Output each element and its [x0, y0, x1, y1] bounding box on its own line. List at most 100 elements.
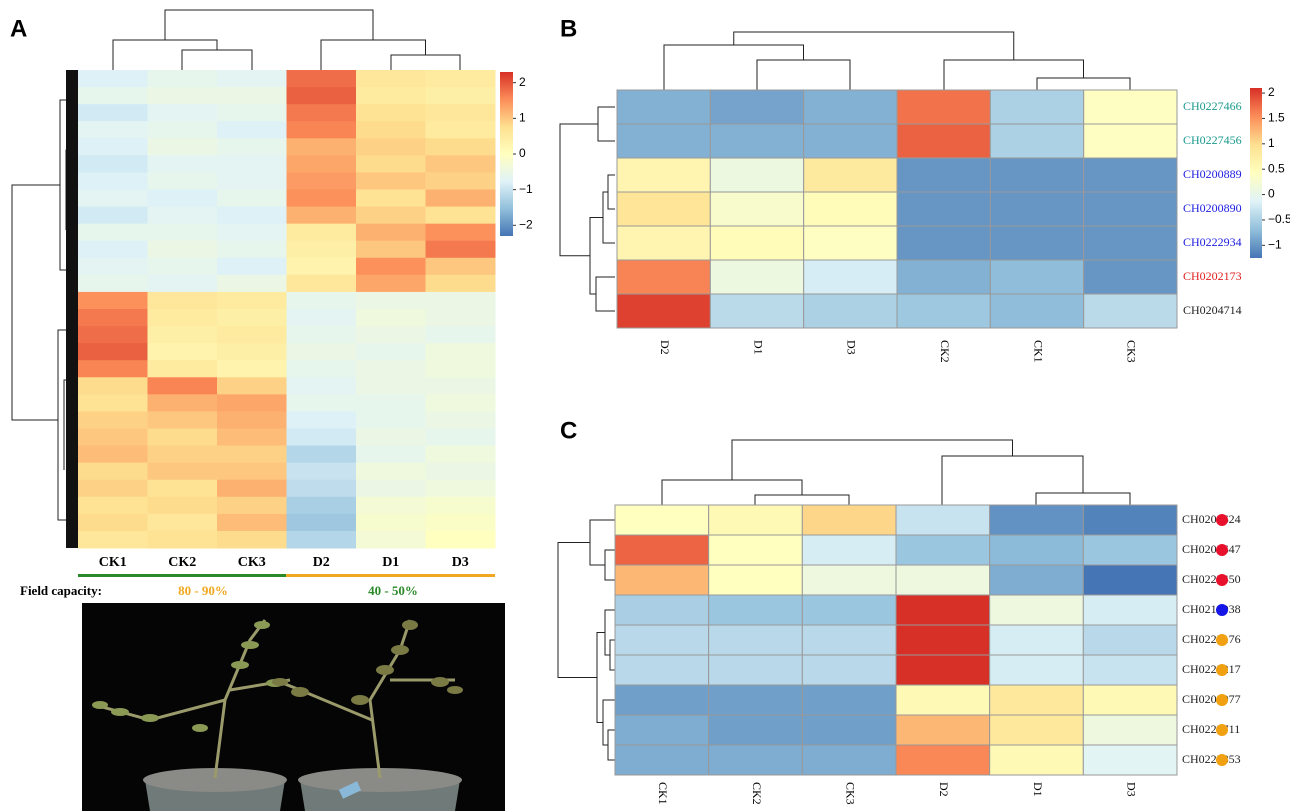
heat-cell	[148, 480, 218, 498]
heat-cell	[897, 260, 990, 294]
heat-cell	[287, 429, 357, 447]
figure: Field capacity: 80 - 90% 40 - 50% A B C …	[0, 0, 1290, 811]
heat-cell	[802, 505, 896, 535]
row-label: CH0225176	[1182, 632, 1241, 646]
heat-cell	[1084, 90, 1177, 124]
heat-cell	[804, 90, 897, 124]
row-label: CH0200889	[1183, 167, 1242, 181]
heat-cell	[217, 258, 287, 276]
heat-cell	[617, 158, 710, 192]
row-label: CH0222711	[1182, 722, 1240, 736]
heat-cell	[287, 258, 357, 276]
heat-cell	[617, 192, 710, 226]
heat-cell	[426, 190, 496, 208]
heat-cell	[804, 294, 897, 328]
heat-cell	[617, 260, 710, 294]
heat-cell	[615, 595, 709, 625]
heat-cell	[356, 155, 426, 173]
heat-cell	[426, 224, 496, 242]
heat-cell	[148, 87, 218, 105]
row-marker	[1216, 514, 1228, 526]
heat-cell	[78, 258, 148, 276]
heat-cell	[217, 394, 287, 412]
heat-cell	[356, 104, 426, 122]
heat-cell	[78, 531, 148, 549]
heat-cell	[615, 625, 709, 655]
heat-cell	[897, 124, 990, 158]
heat-cell	[217, 87, 287, 105]
colorbar-tick-label: 0.5	[1268, 161, 1285, 175]
heat-cell	[217, 104, 287, 122]
heat-cell	[78, 138, 148, 156]
heat-cell	[356, 446, 426, 464]
dense-leaves	[66, 70, 78, 548]
heat-cell	[802, 685, 896, 715]
heat-cell	[148, 394, 218, 412]
control-capacity: 80 - 90%	[178, 583, 228, 598]
colorbar-tick-label: 2	[1268, 85, 1275, 99]
heat-cell	[426, 309, 496, 327]
heat-cell	[990, 625, 1084, 655]
heat-cell	[217, 121, 287, 139]
heat-cell	[148, 497, 218, 515]
heat-cell	[804, 226, 897, 260]
heat-cell	[148, 463, 218, 481]
heat-cell	[217, 70, 287, 88]
heat-cell	[287, 446, 357, 464]
heat-cell	[617, 124, 710, 158]
heat-cell	[78, 121, 148, 139]
heat-cell	[617, 226, 710, 260]
colorbar-tick-label: −1	[1268, 237, 1282, 251]
heat-cell	[990, 260, 1083, 294]
heat-cell	[615, 565, 709, 595]
heat-cell	[710, 192, 803, 226]
heat-cell	[356, 172, 426, 190]
row-label: CH0225217	[1182, 662, 1241, 676]
heat-cell	[990, 595, 1084, 625]
row-label: CH0204714	[1183, 303, 1242, 317]
heat-cell	[615, 655, 709, 685]
column-label: D3	[1124, 782, 1138, 797]
heat-cell	[287, 377, 357, 395]
heat-cell	[896, 565, 990, 595]
heat-cell	[287, 394, 357, 412]
row-label: CH0216938	[1182, 602, 1241, 616]
heat-cell	[426, 155, 496, 173]
heat-cell	[287, 360, 357, 378]
heat-cell	[990, 655, 1084, 685]
heat-cell	[78, 104, 148, 122]
heat-cell	[356, 326, 426, 344]
heat-cell	[426, 121, 496, 139]
heat-cell	[148, 360, 218, 378]
heat-cell	[78, 172, 148, 190]
heat-cell	[148, 514, 218, 532]
heat-cell	[896, 595, 990, 625]
heat-cell	[426, 497, 496, 515]
heat-cell	[287, 275, 357, 293]
heat-cell	[217, 480, 287, 498]
heat-cell	[356, 258, 426, 276]
heat-cell	[356, 514, 426, 532]
heat-cell	[990, 226, 1083, 260]
heat-cell	[709, 655, 803, 685]
row-label: CH0222853	[1182, 752, 1241, 766]
row-label: CH0227466	[1183, 99, 1242, 113]
heat-cell	[287, 480, 357, 498]
heat-cell	[148, 70, 218, 88]
heat-cell	[78, 446, 148, 464]
column-label: CK2	[938, 340, 952, 363]
heat-cell	[426, 275, 496, 293]
heat-cell	[356, 360, 426, 378]
heat-cell	[356, 480, 426, 498]
heat-cell	[287, 190, 357, 208]
heat-cell	[990, 745, 1084, 775]
heat-cell	[287, 463, 357, 481]
heat-cell	[78, 360, 148, 378]
field-capacity-label: Field capacity:	[20, 583, 102, 598]
heat-cell	[426, 104, 496, 122]
heat-cell	[148, 292, 218, 310]
row-label: CH0202173	[1183, 269, 1242, 283]
heat-cell	[710, 294, 803, 328]
heat-cell	[78, 87, 148, 105]
heat-cell	[990, 294, 1083, 328]
